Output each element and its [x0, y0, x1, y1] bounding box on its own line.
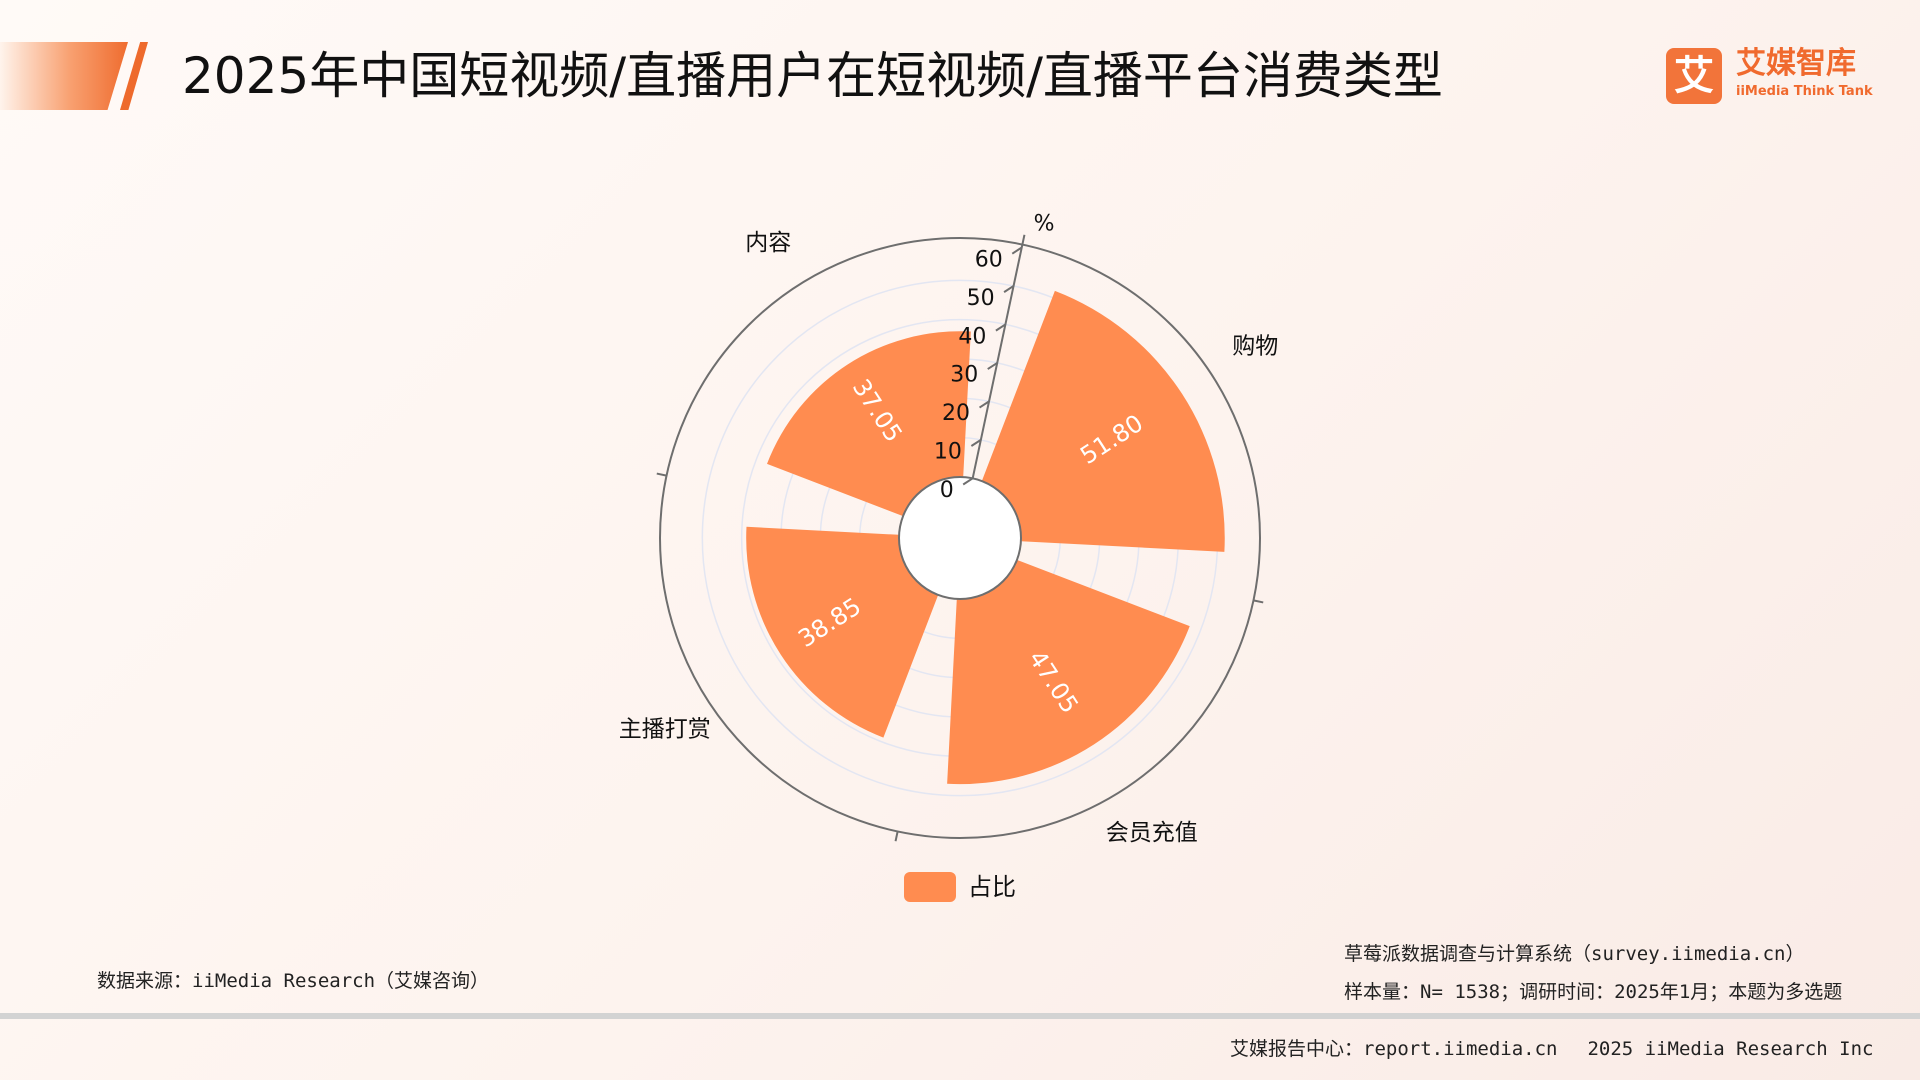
- angle-tick: [656, 472, 667, 477]
- radial-axis-unit: %: [1034, 212, 1055, 237]
- radial-tick-label: 30: [950, 363, 978, 388]
- angle-tick: [894, 831, 899, 842]
- data-source-note: 数据来源：iiMedia Research（艾媒咨询）: [97, 970, 490, 992]
- legend-label: 占比: [968, 873, 1016, 901]
- radial-tick: [995, 323, 1006, 332]
- radial-axis: 0 10 20 30 40 50 60%: [656, 212, 1264, 842]
- bar-主播打赏: [746, 526, 939, 738]
- radial-tick: [1011, 246, 1023, 255]
- category-label: 购物: [1232, 333, 1278, 359]
- category-label: 主播打赏: [619, 717, 711, 743]
- radial-tick: [970, 439, 982, 447]
- radial-tick: [1003, 285, 1015, 293]
- footer-bar: 艾媒报告中心：report.iimedia.cn 2025 iiMedia Res…: [1230, 1036, 1903, 1062]
- report-center-link[interactable]: 艾媒报告中心：report.iimedia.cn: [1230, 1038, 1558, 1060]
- bar-内容: [767, 331, 971, 517]
- page-title: 2025年中国短视频/直播用户在短视频/直播平台消费类型: [182, 47, 1443, 105]
- header-accent-bar: [0, 42, 128, 110]
- category-label: 会员充值: [1106, 820, 1198, 846]
- radial-tick: [987, 362, 998, 370]
- inner-hole: [899, 477, 1021, 599]
- sample-size-note: 样本量：N= 1538；调研时间：2025年1月；本题为多选题: [1344, 981, 1843, 1003]
- radial-tick-label: 10: [934, 440, 962, 465]
- legend-swatch: [904, 872, 956, 902]
- bar-购物: [981, 290, 1225, 552]
- radial-tick-label: 0: [940, 478, 954, 503]
- logo-name-cn: 艾媒智库: [1736, 46, 1856, 81]
- brand-logo: 艾 艾媒智库 iiMedia Think Tank: [1666, 46, 1886, 108]
- radial-tick: [979, 400, 990, 409]
- survey-system-note: 草莓派数据调查与计算系统（survey.iimedia.cn）: [1344, 943, 1805, 965]
- inner-axis-circle: [898, 476, 1022, 600]
- copyright-text: 2025 iiMedia Research Inc: [1587, 1038, 1874, 1060]
- category-label: 内容: [745, 230, 791, 256]
- radial-tick-label: 40: [958, 324, 986, 349]
- footer-divider: [0, 1013, 1920, 1019]
- logo-name-en: iiMedia Think Tank: [1736, 84, 1873, 99]
- logo-mark-icon: 艾: [1666, 48, 1722, 104]
- angle-tick: [1253, 599, 1264, 604]
- outer-axis-circle: [659, 237, 1261, 839]
- radial-tick-label: 60: [975, 247, 1003, 272]
- bar-会员充值: [947, 559, 1190, 785]
- angle-tick: [1021, 234, 1026, 245]
- radial-tick: [962, 477, 974, 486]
- polar-bars: [746, 290, 1225, 785]
- radial-tick-label: 20: [942, 401, 970, 426]
- radial-tick-label: 50: [967, 286, 995, 311]
- radial-axis-line: [971, 243, 1024, 479]
